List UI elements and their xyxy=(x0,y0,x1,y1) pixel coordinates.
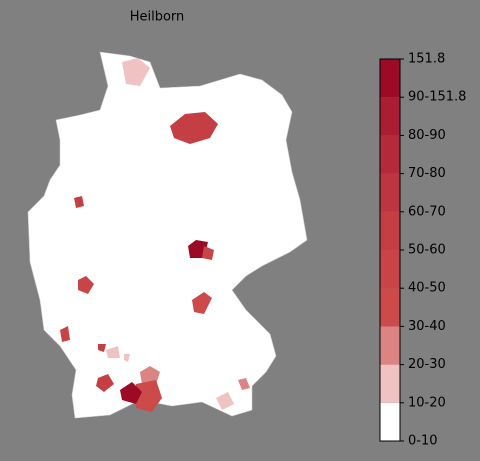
highlighted-regions xyxy=(60,58,250,412)
colorbar-segment xyxy=(380,326,400,365)
region xyxy=(124,354,130,362)
country-outline xyxy=(27,51,308,419)
colorbar-segment xyxy=(380,135,400,174)
colorbar-segment xyxy=(380,288,400,327)
colorbar-label: 40-50 xyxy=(408,281,446,296)
colorbar-segment xyxy=(380,211,400,250)
colorbar-label: 60-70 xyxy=(408,204,446,219)
colorbar-segment xyxy=(380,59,400,98)
colorbar-label: 80-90 xyxy=(408,128,446,143)
colorbar-label: 30-40 xyxy=(408,319,446,334)
region xyxy=(216,392,234,410)
region xyxy=(192,292,212,314)
region xyxy=(202,246,214,260)
region xyxy=(170,112,218,144)
colorbar-label: 0-10 xyxy=(408,434,438,449)
map-title: Heilborn xyxy=(130,10,185,25)
colorbar-label: 10-20 xyxy=(408,395,446,410)
colorbar-segment xyxy=(380,250,400,289)
colorbar-label: 50-60 xyxy=(408,243,446,258)
colorbar-segment xyxy=(380,402,400,441)
region xyxy=(106,346,120,358)
colorbar-label: 20-30 xyxy=(408,357,446,372)
region xyxy=(136,380,162,412)
region xyxy=(74,196,84,208)
region xyxy=(122,58,150,86)
colorbar-label: 70-80 xyxy=(408,166,446,181)
colorbar-label: 90-151.8 xyxy=(408,90,466,105)
region xyxy=(60,326,70,342)
region xyxy=(140,366,160,384)
region xyxy=(98,344,106,352)
region xyxy=(120,382,142,404)
region xyxy=(96,374,114,392)
colorbar: 0-10 10-20 20-30 30-40 40-50 50-60 60-70 70-80 8… xyxy=(379,52,466,449)
colorbar-segment xyxy=(380,97,400,136)
region xyxy=(78,276,94,294)
colorbar-label: 151.8 xyxy=(408,52,445,67)
colorbar-segment xyxy=(380,364,400,403)
region xyxy=(238,378,250,390)
colorbar-segment xyxy=(380,173,400,212)
